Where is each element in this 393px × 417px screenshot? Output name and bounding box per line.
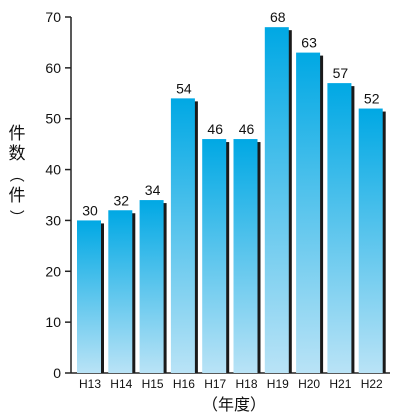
bar-H14 <box>108 210 133 373</box>
bar-H20 <box>296 52 321 373</box>
data-label: 46 <box>239 121 255 137</box>
data-label: 34 <box>145 182 161 198</box>
y-axis-title-char: 数 <box>8 144 26 164</box>
data-labels: 30 H13 32 H14 34 H15 54 H16 46 H17 46 H18 68 H19 63 H20… <box>79 9 383 391</box>
bar-H21 <box>327 83 352 373</box>
data-label: 52 <box>364 91 380 107</box>
y-tick-label: 30 <box>45 212 61 228</box>
x-tick-label: H14 <box>110 377 132 391</box>
x-tick-label: H16 <box>173 377 195 391</box>
x-tick-label: H13 <box>79 377 101 391</box>
data-label: 57 <box>333 65 349 81</box>
bars <box>77 27 386 374</box>
x-tick-label: H22 <box>361 377 383 391</box>
x-tick-label: H19 <box>267 377 289 391</box>
x-axis-title: （年度） <box>202 395 267 414</box>
y-tick-label: 40 <box>45 162 61 178</box>
y-tick-label: 60 <box>45 60 61 76</box>
data-label: 46 <box>207 121 223 137</box>
y-tick-label: 50 <box>45 111 61 127</box>
data-label: 30 <box>82 202 98 218</box>
bar-H22 <box>358 108 383 374</box>
y-tick-label: 20 <box>45 263 61 279</box>
y-axis-title-paren: （ <box>7 167 26 183</box>
bar-H17 <box>202 139 227 373</box>
y-axis-title-paren: ） <box>7 209 26 225</box>
data-label: 32 <box>114 192 130 208</box>
x-tick-label: H18 <box>235 377 257 391</box>
y-axis-title-char: 件 <box>8 186 26 206</box>
y-axis-title: 件 数 （ 件 ） <box>6 124 28 228</box>
bar-H18 <box>233 139 258 373</box>
x-tick-label: H21 <box>329 377 351 391</box>
bar-H16 <box>170 98 195 373</box>
bar-H13 <box>77 220 101 373</box>
y-tick-label: 70 <box>45 9 61 25</box>
bar-H15 <box>139 200 164 373</box>
data-label: 54 <box>176 80 192 96</box>
bar-H19 <box>264 27 289 374</box>
y-tick-label: 0 <box>53 365 61 381</box>
y-axis-title-char: 件 <box>8 124 26 144</box>
x-tick-label: H20 <box>298 377 320 391</box>
x-tick-label: H17 <box>204 377 226 391</box>
x-tick-label: H15 <box>142 377 164 391</box>
data-label: 68 <box>270 9 286 25</box>
y-tick-label: 10 <box>45 314 61 330</box>
data-label: 63 <box>301 35 317 51</box>
